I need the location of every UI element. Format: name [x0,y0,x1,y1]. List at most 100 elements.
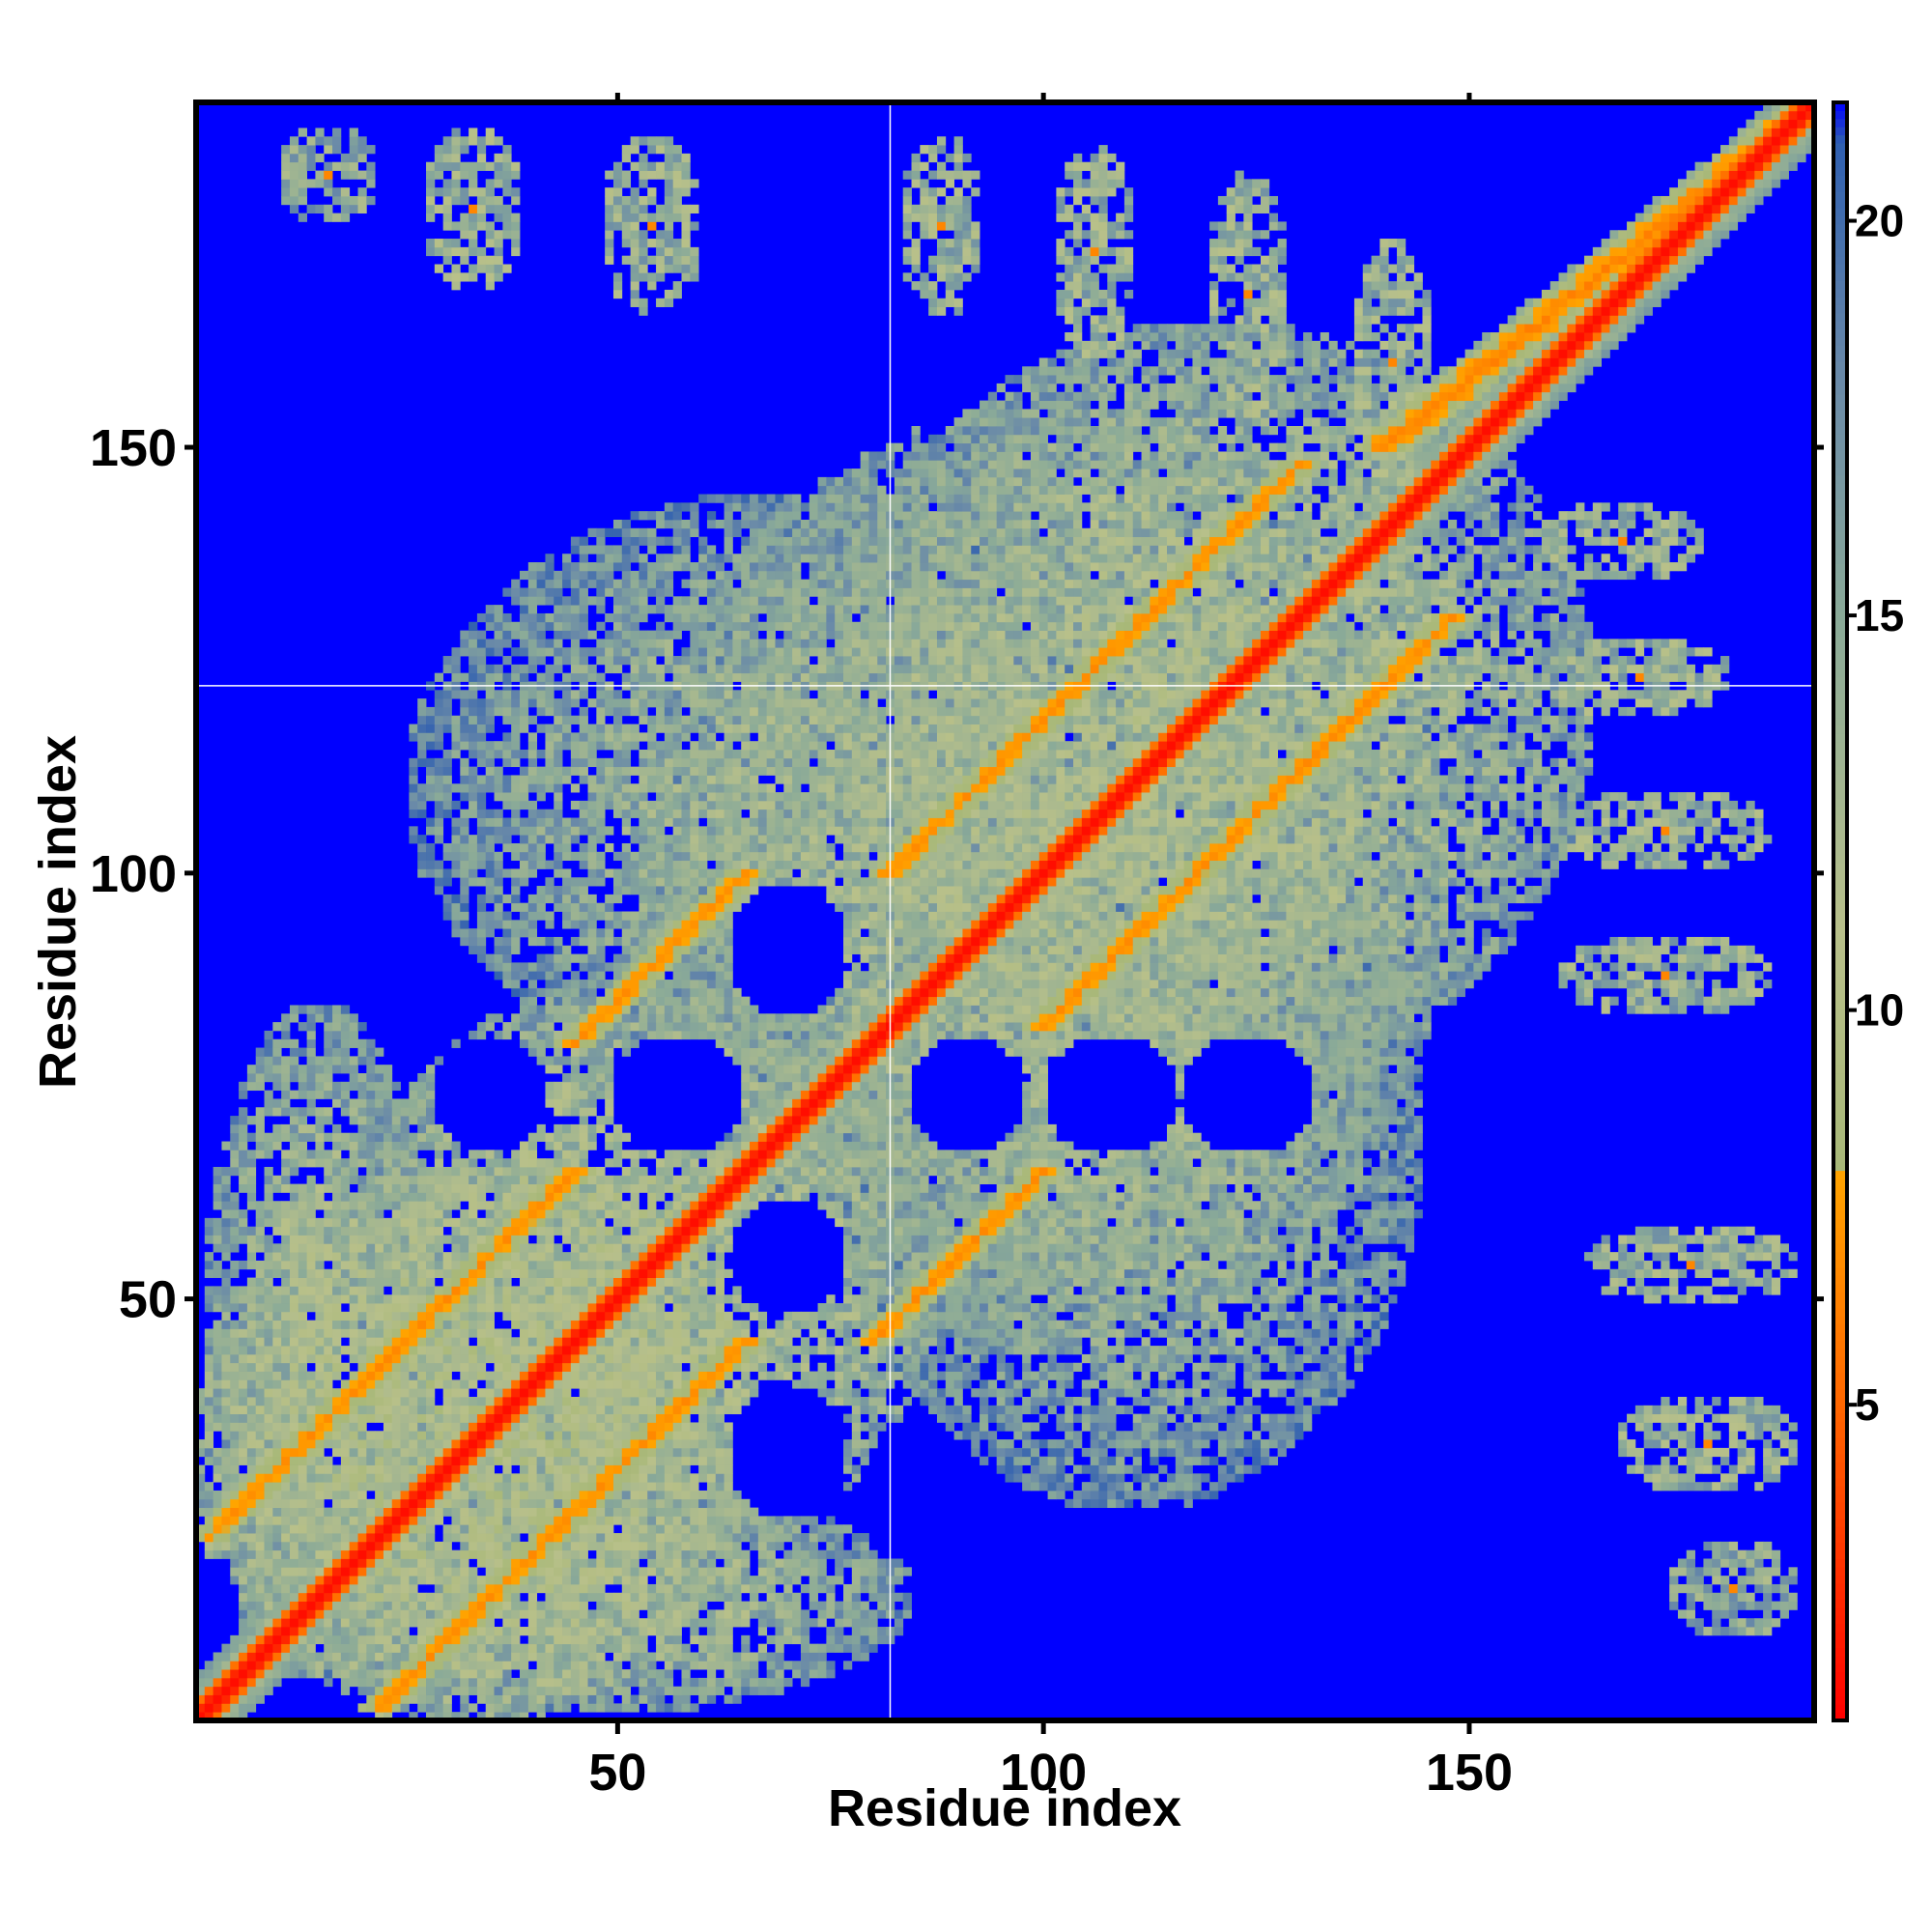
heatmap-cell [384,1687,392,1695]
heatmap-cell [502,1022,511,1031]
heatmap-cell [588,1448,597,1457]
heatmap-cell [247,1644,256,1653]
heatmap-cell [239,1328,247,1337]
heatmap-cell [332,1363,341,1372]
heatmap-cell [358,1150,367,1158]
heatmap-cell [511,1491,520,1499]
heatmap-cell [332,1227,341,1236]
heatmap-cell [545,1167,554,1176]
heatmap-cell [477,162,486,171]
heatmap-cell [545,673,554,682]
heatmap-cell [426,1516,435,1524]
heatmap-cell [631,1703,639,1712]
heatmap-cell [230,1703,239,1712]
heatmap-cell [631,545,639,554]
heatmap-cell [469,1618,477,1627]
heatmap-cell [631,1328,639,1337]
heatmap-cell [502,622,511,631]
heatmap-cell [290,1346,298,1354]
heatmap-cell [605,912,613,921]
heatmap-cell [435,1337,443,1346]
heatmap-cell [358,1269,367,1278]
heatmap-cell [435,1269,443,1278]
heatmap-cell [417,1346,426,1354]
heatmap-cell [298,1133,307,1142]
heatmap-cell [613,1550,622,1559]
heatmap-cell [315,1524,324,1533]
heatmap-cell [486,1328,495,1337]
heatmap-cell [375,1363,384,1372]
heatmap-cell [324,1005,332,1013]
heatmap-cell [477,1406,486,1414]
heatmap-cell [528,1627,537,1635]
heatmap-cell [298,1261,307,1269]
heatmap-cell [486,1022,495,1031]
heatmap-cell [554,1550,562,1559]
heatmap-cell [213,1542,222,1550]
heatmap-cell [477,205,486,213]
heatmap-cell [520,1303,528,1312]
heatmap-cell [502,895,511,903]
heatmap-cell [443,1388,452,1397]
heatmap-cell [647,1379,656,1388]
heatmap-cell [469,1422,477,1431]
heatmap-cell [613,852,622,861]
heatmap-cell [502,171,511,180]
heatmap-cell [631,1294,639,1303]
heatmap-cell [554,1457,562,1465]
heatmap-cell [298,1618,307,1627]
heatmap-cell [350,1294,358,1303]
heatmap-cell [571,1593,580,1602]
heatmap-cell [392,1576,401,1584]
heatmap-cell [613,545,622,554]
heatmap-cell [315,1627,324,1635]
heatmap-cell [256,1286,265,1294]
heatmap-cell [265,1142,273,1151]
heatmap-cell [401,1542,410,1550]
heatmap-cell [205,1422,213,1431]
heatmap-cell [272,1627,281,1635]
heatmap-cell [647,1516,656,1524]
heatmap-cell [520,920,528,928]
heatmap-cell [417,1294,426,1303]
heatmap-cell [502,1261,511,1269]
heatmap-cell [631,741,639,750]
heatmap-cell [596,571,605,580]
heatmap-cell [588,895,597,903]
heatmap-cell [358,1098,367,1107]
heatmap-cell [495,1388,503,1397]
heatmap-cell [631,962,639,971]
heatmap-cell [324,1414,332,1423]
heatmap-cell [426,1133,435,1142]
heatmap-cell [469,1218,477,1227]
heatmap-cell [469,1031,477,1039]
heatmap-cell [596,1695,605,1704]
heatmap-cell [486,775,495,783]
heatmap-cell [528,647,537,656]
heatmap-cell [341,1201,350,1209]
heatmap-cell [221,1142,230,1151]
heatmap-cell [341,1056,350,1065]
heatmap-cell [469,937,477,946]
heatmap-cell [528,1559,537,1568]
heatmap-cell [298,1379,307,1388]
heatmap-cell [588,1635,597,1644]
heatmap-cell [332,1192,341,1201]
heatmap-cell [605,256,613,265]
heatmap-cell [511,818,520,827]
heatmap-cell [426,1406,435,1414]
heatmap-cell [239,1609,247,1618]
heatmap-cell [350,196,358,205]
heatmap-cell [502,265,511,273]
heatmap-cell [256,1328,265,1337]
heatmap-cell [537,861,546,869]
heatmap-cell [596,1286,605,1294]
heatmap-cell [332,1252,341,1261]
heatmap-cell [341,1431,350,1439]
heatmap-cell [520,1346,528,1354]
heatmap-cell [639,196,647,205]
heatmap-cell [639,562,647,571]
heatmap-cell [639,1209,647,1218]
heatmap-cell [417,801,426,810]
heatmap-cell [588,1533,597,1542]
